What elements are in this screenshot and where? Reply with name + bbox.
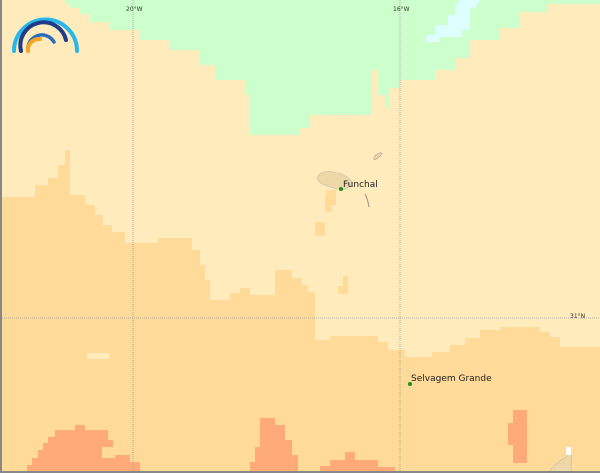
zone-high [250, 418, 298, 473]
map-border-left [0, 0, 2, 473]
zone-high [27, 425, 140, 473]
zone-high [508, 410, 527, 463]
zone-mid-patch [338, 276, 348, 294]
madeira-island [317, 171, 353, 191]
zone-mid-patch [325, 190, 336, 212]
place-label-funchal[interactable]: Funchal [343, 180, 378, 190]
zone-mid [0, 150, 600, 473]
map-border-bottom [0, 471, 600, 473]
zone-cyan [426, 0, 480, 42]
canary-snow [566, 447, 571, 455]
zone-mid-patch [315, 222, 325, 236]
selvagem-grande-marker[interactable] [408, 382, 412, 386]
lon-label-16w: 16°W [393, 6, 410, 13]
zone-high [320, 452, 395, 473]
porto-santo-island [373, 152, 383, 161]
place-label-selvagem-grande[interactable]: Selvagem Grande [411, 374, 492, 384]
lon-label-20w: 20°W [126, 6, 143, 13]
rainbow-arcs-logo [12, 17, 79, 53]
zone-green [66, 0, 600, 135]
funchal-marker[interactable] [339, 187, 343, 191]
zone-light-patch [87, 353, 109, 359]
desertas-islands [364, 193, 370, 208]
lat-label-31n: 31°N [570, 313, 586, 320]
